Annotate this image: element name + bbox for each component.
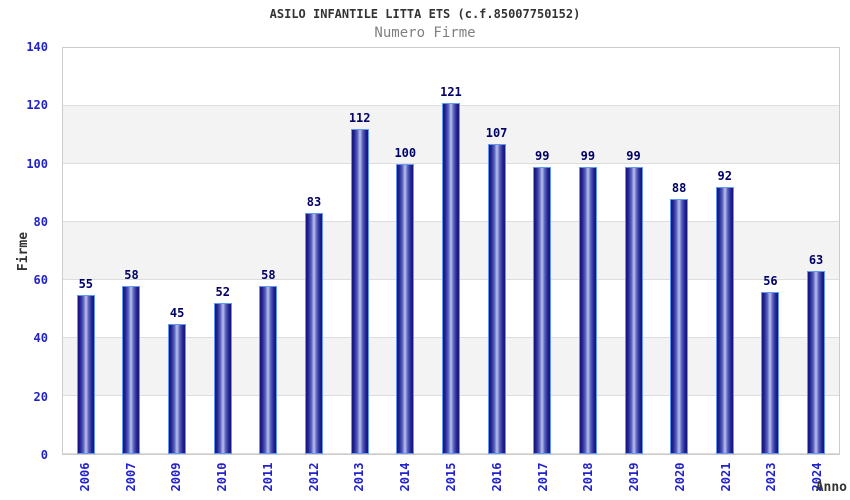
x-axis-tick: 2014 (382, 456, 428, 498)
x-axis-tick: 2021 (703, 456, 749, 498)
bar-slot: 100 (382, 48, 428, 454)
y-axis-tick-label: 120 (26, 98, 48, 113)
bar-slot: 83 (291, 48, 337, 454)
x-axis-tick-label: 2014 (398, 462, 413, 492)
bar-value-label: 63 (808, 253, 824, 268)
bar-value-label: 100 (394, 146, 417, 160)
bar-value-label: 99 (626, 148, 641, 163)
x-axis-tick-label: 2006 (77, 462, 92, 492)
y-axis-tick-label: 80 (33, 214, 48, 229)
x-axis-tick-label: 2010 (215, 462, 230, 492)
bar-slot: 88 (656, 48, 702, 454)
bar-2023[interactable] (761, 291, 780, 454)
bar-value-label: 99 (534, 148, 550, 163)
bar-value-label: 56 (763, 273, 778, 288)
x-axis-tick-label: 2020 (672, 462, 687, 492)
bar-2009[interactable] (168, 323, 187, 454)
x-axis-tick-label: 2009 (169, 462, 184, 492)
x-axis-tick-label: 2018 (581, 462, 596, 492)
bar-slot: 63 (793, 48, 839, 454)
bar-2015[interactable] (441, 103, 460, 454)
x-axis-tick-label: 2016 (489, 462, 504, 492)
y-axis-tick-label: 0 (40, 448, 48, 462)
bar-slot: 45 (154, 48, 200, 454)
x-axis: 2006 2007 2009 2010 2011 2012 2013 2014 2015 2016… (62, 456, 840, 498)
x-axis-tick: 2010 (199, 456, 245, 498)
bar-slot: 58 (109, 48, 155, 454)
bar-slot: 55 (63, 48, 109, 454)
x-axis-tick-label: 2023 (764, 462, 779, 492)
plot-area: 55 58 45 52 58 83 112 100 121 107 99 99 99 88 92 56 63 (62, 47, 840, 455)
bar-slot: 92 (702, 48, 748, 454)
bar-value-label: 88 (671, 180, 687, 195)
x-axis-tick-label: 2012 (306, 462, 321, 492)
x-axis-tick-label: 2017 (535, 462, 550, 492)
bar-2010[interactable] (213, 303, 232, 454)
bar-value-label: 58 (124, 267, 139, 282)
y-axis-tick-label: 140 (26, 40, 48, 54)
bar-value-label: 58 (261, 267, 276, 282)
bar-slot: 58 (246, 48, 292, 454)
bar-2017[interactable] (533, 166, 552, 454)
x-axis-tick-label: 2019 (627, 462, 642, 492)
bar-slot: 56 (748, 48, 794, 454)
bar-value-label: 107 (485, 125, 508, 140)
bar-slot: 112 (337, 48, 383, 454)
bar-value-label: 112 (348, 111, 371, 126)
bar-value-label: 52 (215, 285, 230, 300)
bar-2012[interactable] (305, 213, 324, 454)
y-axis-tick-label: 20 (33, 389, 48, 404)
y-axis: 140 120 100 80 60 40 20 0 (0, 40, 56, 462)
bar-slot: 121 (428, 48, 474, 454)
bar-2007[interactable] (122, 285, 141, 454)
bar-value-label: 99 (580, 148, 596, 163)
bar-value-label: 92 (717, 169, 733, 184)
bar-2021[interactable] (715, 187, 734, 454)
y-axis-tick-label: 60 (33, 273, 48, 288)
chart-title: ASILO INFANTILE LITTA ETS (c.f.850077501… (269, 7, 581, 21)
bar-value-label: 55 (78, 276, 94, 291)
bar-2016[interactable] (487, 143, 506, 454)
x-axis-tick: 2020 (657, 456, 703, 498)
bar-2014[interactable] (396, 164, 415, 454)
x-axis-tick: 2006 (62, 456, 108, 498)
bar-2018[interactable] (578, 166, 597, 454)
bar-slot: 99 (519, 48, 565, 454)
bar-slot: 107 (474, 48, 520, 454)
bars-row: 55 58 45 52 58 83 112 100 121 107 99 99 99 88 92 56 63 (63, 48, 839, 454)
x-axis-tick-label: 2013 (352, 462, 367, 492)
x-axis-tick: 2023 (748, 456, 794, 498)
x-axis-tick: 2012 (291, 456, 337, 498)
bar-2011[interactable] (259, 285, 278, 454)
x-axis-tick: 2013 (337, 456, 383, 498)
bar-slot: 52 (200, 48, 246, 454)
x-axis-tick: 2011 (245, 456, 291, 498)
y-axis-tick-label: 100 (26, 156, 48, 171)
x-axis-tick: 2017 (520, 456, 566, 498)
chart-subtitle: Numero Firme (374, 25, 476, 41)
x-axis-tick: 2007 (108, 456, 154, 498)
x-axis-tick-label: 2015 (444, 462, 458, 492)
bar-slot: 99 (565, 48, 611, 454)
bar-2006[interactable] (76, 294, 95, 454)
x-axis-tick: 2009 (154, 456, 200, 498)
x-axis-tick: 2019 (611, 456, 657, 498)
bar-2020[interactable] (670, 198, 689, 454)
x-axis-tick: 2016 (474, 456, 520, 498)
x-axis-tick: 2015 (428, 456, 474, 498)
x-axis-tick-label: 2007 (123, 462, 138, 492)
x-axis-tick-label: 2011 (260, 462, 275, 492)
bar-value-label: 83 (306, 195, 322, 210)
bar-2024[interactable] (807, 271, 826, 454)
bar-2019[interactable] (624, 166, 643, 454)
x-axis-title: Anno (815, 480, 847, 495)
bar-value-label: 121 (440, 85, 462, 100)
x-axis-tick-label: 2021 (718, 462, 733, 492)
y-axis-tick-label: 40 (33, 331, 48, 346)
bar-value-label: 45 (169, 305, 185, 320)
x-axis-tick: 2018 (565, 456, 611, 498)
bar-slot: 99 (611, 48, 657, 454)
bar-2013[interactable] (350, 129, 369, 454)
